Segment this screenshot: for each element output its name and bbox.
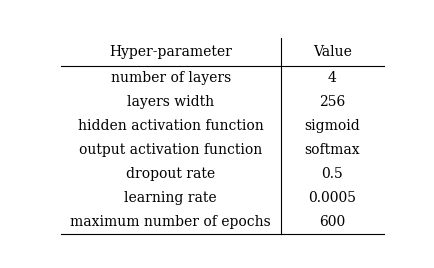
- Text: output activation function: output activation function: [79, 143, 263, 157]
- Text: number of layers: number of layers: [111, 71, 231, 85]
- Text: layers width: layers width: [127, 95, 214, 109]
- Text: Hyper-parameter: Hyper-parameter: [109, 45, 232, 59]
- Text: 4: 4: [328, 71, 337, 85]
- Text: 256: 256: [319, 95, 345, 109]
- Text: 600: 600: [319, 215, 345, 229]
- Text: 0.0005: 0.0005: [308, 191, 356, 205]
- Text: softmax: softmax: [304, 143, 360, 157]
- Text: 0.5: 0.5: [321, 167, 343, 181]
- Text: dropout rate: dropout rate: [126, 167, 215, 181]
- Text: hidden activation function: hidden activation function: [78, 119, 263, 133]
- Text: learning rate: learning rate: [125, 191, 217, 205]
- Text: Value: Value: [313, 45, 352, 59]
- Text: sigmoid: sigmoid: [304, 119, 360, 133]
- Text: maximum number of epochs: maximum number of epochs: [70, 215, 271, 229]
